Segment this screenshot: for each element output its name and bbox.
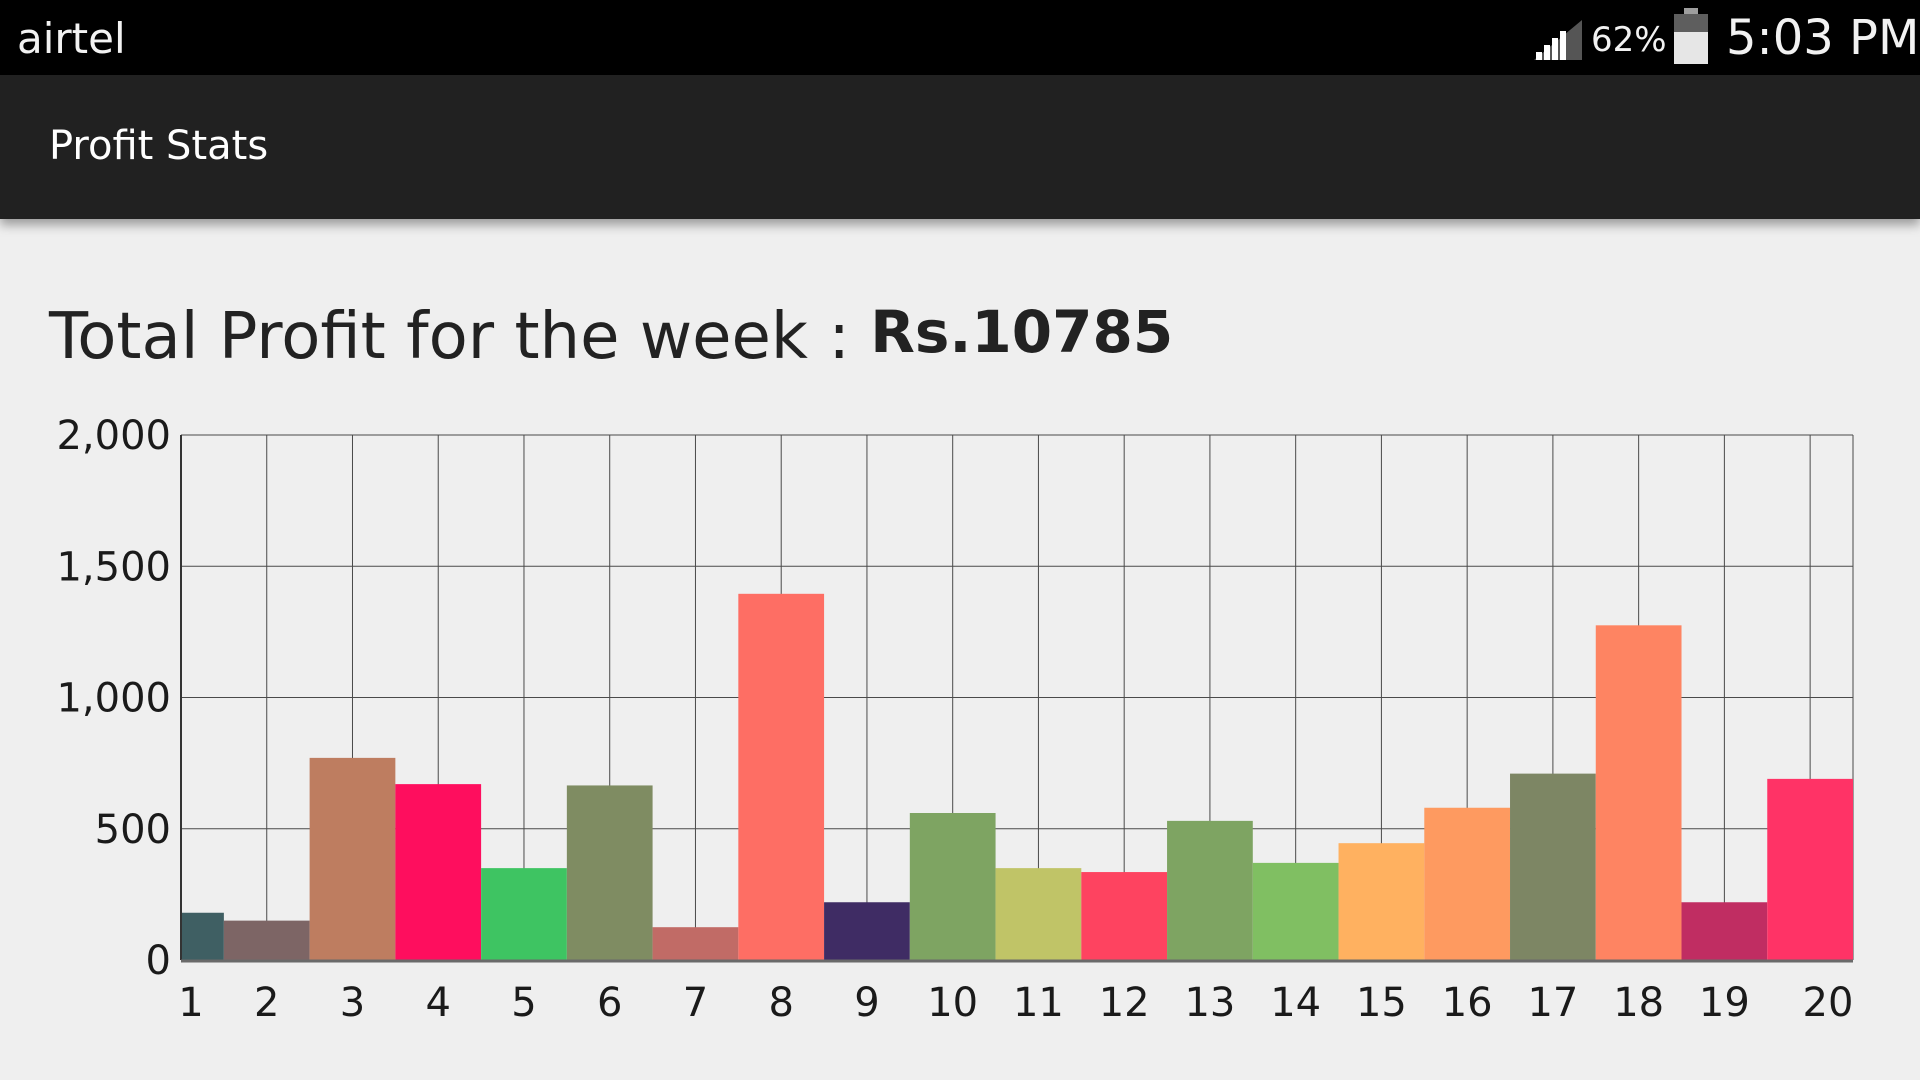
total-profit-headline: Total Profit for the week : Rs.10785 [49, 298, 1174, 374]
bar-day-5 [481, 868, 567, 960]
y-tick-label: 1,500 [56, 544, 171, 590]
status-clock: 5:03 PM [1726, 10, 1920, 66]
signal-strength-icon [1534, 20, 1582, 60]
y-tick-label: 2,000 [56, 413, 171, 459]
total-profit-label: Total Profit for the week : [49, 300, 850, 374]
bar-day-18 [1595, 625, 1682, 960]
x-tick-label: 15 [1356, 980, 1407, 1026]
x-tick-label: 12 [1099, 980, 1150, 1026]
x-tick-label: 5 [511, 980, 536, 1026]
x-tick-label: 7 [683, 980, 708, 1026]
bar-day-10 [909, 813, 996, 960]
x-tick-label: 3 [340, 980, 365, 1026]
bar-day-9 [824, 902, 910, 960]
bar-day-16 [1424, 807, 1511, 960]
bar-day-17 [1510, 773, 1596, 960]
x-tick-label: 20 [1803, 980, 1854, 1026]
y-tick-label: 1,000 [56, 676, 171, 722]
bar-day-3 [309, 757, 396, 960]
bar-day-4 [395, 784, 482, 960]
chart-bars [181, 593, 1853, 960]
x-tick-label: 9 [854, 980, 879, 1026]
status-bar: airtel 62% 5:03 PM [0, 0, 1920, 75]
x-tick-label: 11 [1013, 980, 1064, 1026]
x-tick-label: 17 [1527, 980, 1578, 1026]
x-tick-label: 18 [1613, 980, 1664, 1026]
total-profit-value: Rs.10785 [870, 298, 1174, 366]
y-tick-label: 500 [95, 807, 171, 853]
chart-axes [180, 435, 1853, 963]
battery-percentage: 62% [1591, 20, 1667, 60]
x-tick-label: 8 [768, 980, 793, 1026]
bar-day-11 [995, 868, 1082, 960]
carrier-name: airtel [17, 14, 126, 63]
bar-day-19 [1681, 902, 1768, 960]
bar-day-7 [652, 927, 739, 960]
app-title: Profit Stats [49, 123, 269, 169]
bar-day-1 [181, 912, 224, 960]
x-tick-label: 4 [426, 980, 451, 1026]
y-tick-label: 0 [146, 938, 171, 984]
app-bar: Profit Stats [0, 75, 1920, 219]
bar-day-14 [1252, 862, 1339, 960]
x-tick-label: 6 [597, 980, 622, 1026]
bar-day-15 [1338, 843, 1425, 960]
x-tick-label: 16 [1442, 980, 1493, 1026]
battery-icon [1674, 8, 1708, 64]
x-tick-label: 13 [1184, 980, 1235, 1026]
bar-day-2 [223, 920, 310, 960]
x-tick-label: 2 [254, 980, 279, 1026]
bar-day-12 [1081, 872, 1168, 960]
x-tick-label: 19 [1699, 980, 1750, 1026]
bar-day-8 [738, 593, 825, 960]
bar-day-6 [566, 785, 653, 960]
bar-day-13 [1167, 820, 1253, 960]
x-tick-label: 1 [178, 980, 203, 1026]
bar-day-20 [1767, 778, 1853, 960]
x-tick-label: 14 [1270, 980, 1321, 1026]
x-tick-label: 10 [927, 980, 978, 1026]
